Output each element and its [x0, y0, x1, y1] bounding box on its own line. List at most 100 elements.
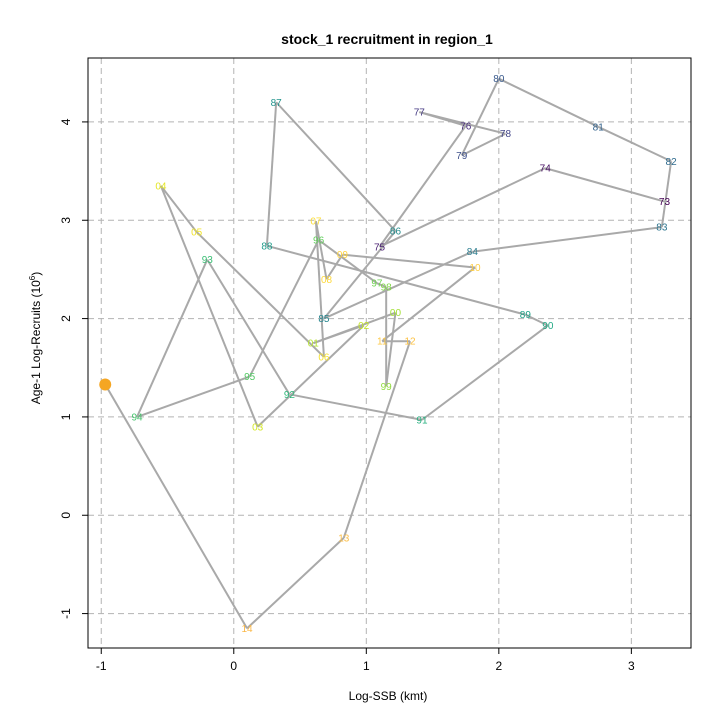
- grid: [88, 58, 691, 648]
- point-label-84: 84: [467, 247, 479, 258]
- y-axis-label: Age-1 Log-Recruits (106): [28, 272, 43, 405]
- point-label-06: 06: [318, 352, 330, 363]
- point-label-95: 95: [244, 372, 256, 383]
- point-label-97: 97: [371, 279, 383, 290]
- path-segment: [419, 111, 506, 135]
- x-tick-label: 0: [230, 659, 237, 673]
- path-segment: [524, 313, 549, 327]
- point-label-14: 14: [241, 624, 253, 635]
- path-segment: [460, 78, 500, 156]
- path-segment: [159, 185, 259, 428]
- path-segment: [195, 231, 325, 358]
- path-segment: [498, 77, 599, 128]
- point-label-07: 07: [310, 217, 322, 228]
- point-label-10: 10: [469, 263, 481, 274]
- path-segment: [275, 101, 397, 232]
- path-segment: [246, 537, 345, 630]
- path-segment: [342, 253, 476, 269]
- plot-frame: [87, 57, 692, 649]
- x-tick-label: -1: [96, 659, 107, 673]
- point-label-93: 93: [202, 255, 214, 266]
- path-segment: [472, 226, 662, 253]
- y-axis: -1 0 1 2 3 4: [59, 118, 88, 619]
- y-tick-label: 1: [59, 413, 73, 420]
- point-label-01: 01: [308, 339, 320, 350]
- path-segment: [314, 221, 328, 280]
- data-points: 73 74 75 76 77 78 79 80 81 82 83 84 85 86 87 88 89 90 91 92…: [99, 74, 677, 635]
- path-segment: [381, 266, 476, 342]
- path-segment: [378, 125, 467, 248]
- point-label-91: 91: [416, 415, 428, 426]
- point-label-77: 77: [414, 108, 426, 119]
- point-label-73: 73: [659, 197, 671, 208]
- point-label-74: 74: [540, 164, 552, 175]
- point-label-94: 94: [131, 412, 143, 423]
- point-label-92: 92: [284, 390, 296, 401]
- point-label-81: 81: [593, 122, 605, 133]
- point-label-98: 98: [381, 283, 393, 294]
- path-segment: [248, 239, 320, 378]
- y-tick-label: 3: [59, 217, 73, 224]
- path-segment: [385, 312, 397, 387]
- path-segment: [256, 324, 365, 428]
- path-segment: [160, 185, 198, 233]
- path-segment: [421, 324, 549, 421]
- x-tick-label: 3: [628, 659, 635, 673]
- path-segment: [136, 259, 209, 418]
- x-tick-label: 2: [495, 659, 502, 673]
- point-label-79: 79: [456, 151, 468, 162]
- point-label-88: 88: [261, 241, 273, 252]
- recruitment-path: [104, 77, 673, 630]
- point-label-05: 05: [191, 228, 203, 239]
- point-label-75: 75: [374, 242, 386, 253]
- point-label-13: 13: [338, 533, 350, 544]
- point-label-04: 04: [155, 181, 167, 192]
- point-label-96: 96: [313, 235, 325, 246]
- path-segment: [379, 167, 546, 248]
- y-tick-label: 4: [59, 118, 73, 125]
- y-tick-label: 2: [59, 315, 73, 322]
- path-segment: [376, 282, 387, 289]
- path-segment: [544, 167, 665, 203]
- path-segment: [461, 132, 506, 157]
- path-segment: [323, 230, 397, 320]
- chart-title: stock_1 recruitment in region_1: [281, 31, 493, 47]
- path-segment: [206, 259, 291, 395]
- point-label-83: 83: [656, 223, 668, 234]
- x-axis-label: Log-SSB (kmt): [349, 689, 428, 703]
- point-label-90: 90: [542, 321, 554, 332]
- point-label-78: 78: [500, 129, 512, 140]
- x-axis: -1 0 1 2 3: [96, 648, 635, 673]
- y-tick-label: -1: [59, 608, 73, 619]
- path-segment: [289, 393, 423, 421]
- path-segment: [318, 239, 378, 284]
- point-label-11: 11: [377, 337, 388, 348]
- path-segment: [136, 375, 251, 418]
- path-segment: [266, 244, 526, 316]
- path-segment: [265, 102, 278, 246]
- x-tick-label: 1: [363, 659, 370, 673]
- point-label-89: 89: [520, 310, 532, 321]
- path-segment: [597, 125, 672, 163]
- point-label-85: 85: [318, 314, 330, 325]
- point-label-76: 76: [460, 121, 472, 132]
- point-label-08: 08: [321, 275, 333, 286]
- path-segment: [323, 250, 473, 320]
- point-label-80: 80: [493, 74, 505, 85]
- path-segment: [312, 324, 364, 345]
- path-segment: [104, 383, 248, 629]
- point-label-12: 12: [404, 337, 416, 348]
- point-label-99: 99: [381, 382, 393, 393]
- point-label-02: 02: [358, 321, 370, 332]
- point-label-03: 03: [252, 422, 264, 433]
- path-segment: [325, 254, 344, 280]
- projection-point: [99, 378, 112, 391]
- point-label-87: 87: [271, 98, 283, 109]
- point-label-86: 86: [390, 227, 402, 238]
- point-label-09: 09: [337, 250, 349, 261]
- path-segment: [314, 221, 325, 357]
- path-segment: [342, 340, 411, 539]
- point-label-82: 82: [666, 157, 678, 168]
- y-tick-label: 0: [59, 512, 73, 519]
